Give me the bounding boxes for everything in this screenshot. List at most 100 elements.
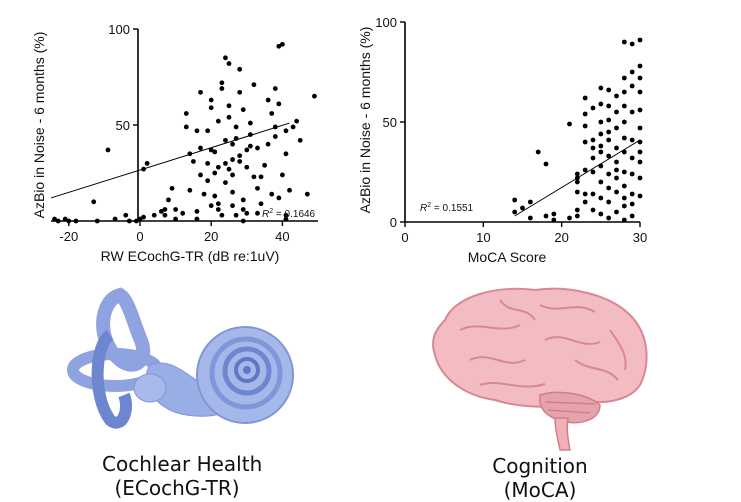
data-point (280, 172, 285, 178)
data-point (621, 195, 627, 201)
data-point (265, 141, 271, 147)
data-point (574, 207, 580, 213)
data-point (247, 120, 253, 126)
data-point (244, 147, 250, 153)
data-point (567, 215, 572, 221)
data-point (590, 169, 596, 175)
data-point (223, 55, 228, 61)
caption-line-2: (ECochG-TR) (114, 476, 240, 500)
data-point (230, 157, 235, 162)
y-axis-label: AzBio in Noise - 6 months (%) (31, 32, 47, 219)
data-point (269, 111, 275, 116)
data-point (173, 207, 179, 212)
data-point (535, 149, 541, 155)
data-point (219, 80, 225, 86)
data-point (226, 166, 232, 172)
x-tick-label: 0 (136, 229, 143, 244)
data-point (226, 103, 232, 109)
data-point (272, 124, 278, 130)
data-point (621, 135, 627, 141)
data-point (169, 185, 175, 191)
data-point (219, 86, 225, 91)
data-point (215, 207, 221, 212)
data-point (237, 159, 243, 164)
data-point (233, 124, 239, 130)
y-tick-label: 0 (390, 215, 397, 230)
data-point (244, 164, 250, 170)
data-point (637, 107, 643, 113)
brain-illustration (432, 287, 648, 451)
data-point (240, 207, 246, 212)
data-point (629, 83, 635, 89)
data-point (606, 137, 612, 143)
data-point (290, 124, 296, 130)
data-point (240, 107, 246, 113)
data-point (582, 199, 588, 205)
data-point (62, 216, 68, 222)
x-axis-label: MoCA Score (468, 249, 547, 265)
data-point (567, 121, 572, 127)
data-point (208, 203, 214, 209)
data-point (183, 124, 189, 130)
data-point (637, 175, 643, 181)
data-point (233, 136, 239, 141)
data-point (606, 153, 612, 159)
r2-annotation: R2 = 0.1646 (262, 208, 316, 220)
data-point (606, 215, 612, 221)
caption-line-1: Cognition (492, 454, 588, 478)
data-point (258, 201, 264, 207)
data-point (637, 125, 643, 131)
data-point (215, 201, 221, 207)
y-tick-label: 50 (116, 118, 130, 133)
data-point (144, 161, 150, 166)
data-point (606, 129, 612, 135)
data-point (637, 149, 643, 155)
data-point (262, 162, 267, 168)
data-point (582, 139, 588, 145)
r2-annotation: R2 = 0.1551 (420, 202, 474, 214)
data-point (198, 172, 203, 178)
data-point (614, 167, 619, 173)
data-point (105, 147, 111, 153)
y-tick-label: 50 (383, 115, 397, 130)
data-point (215, 118, 221, 124)
data-point (304, 191, 310, 197)
data-point (598, 149, 604, 155)
data-point (283, 128, 289, 134)
data-point (187, 187, 193, 193)
cognition-caption: Cognition (MoCA) (465, 454, 615, 502)
data-point (621, 217, 627, 223)
data-point (205, 178, 211, 184)
y-tick-label: 100 (108, 22, 130, 37)
data-point (621, 75, 627, 81)
data-point (614, 145, 619, 151)
data-point (629, 201, 635, 207)
data-point (294, 118, 300, 124)
data-point (276, 43, 282, 49)
data-point (629, 137, 635, 143)
data-point (162, 212, 168, 218)
data-point (629, 69, 635, 75)
data-point (151, 212, 157, 218)
caption-line-1: Cochlear Health (102, 452, 263, 476)
data-point (223, 161, 228, 166)
data-point (194, 209, 200, 214)
data-point (247, 132, 253, 138)
data-point (621, 169, 627, 175)
data-point (629, 171, 635, 177)
data-point (223, 137, 228, 143)
data-point (297, 137, 303, 143)
y-axis-label: AzBio in Noise - 6 months (%) (357, 27, 373, 214)
data-point (621, 89, 627, 95)
data-point (215, 164, 221, 170)
data-point (265, 97, 271, 103)
data-point (614, 159, 619, 165)
data-point (574, 189, 580, 195)
data-point (255, 210, 260, 216)
data-point (198, 89, 203, 95)
data-point (255, 185, 260, 191)
data-point (543, 161, 549, 167)
data-point (247, 143, 253, 149)
data-point (582, 191, 588, 197)
